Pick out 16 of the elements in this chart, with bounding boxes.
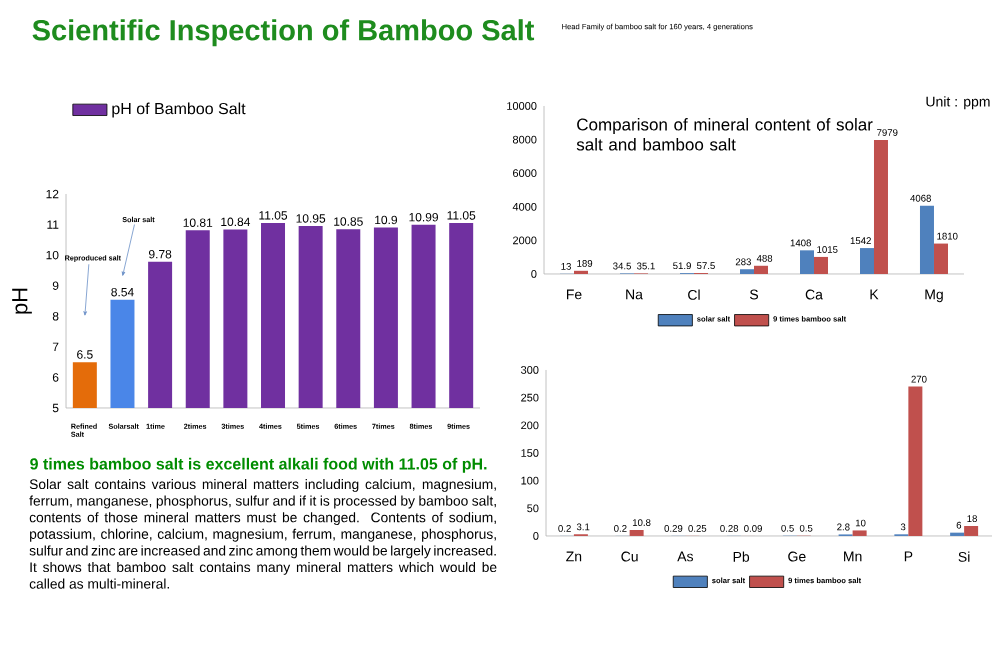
bar (799, 250, 814, 274)
bar (629, 530, 644, 536)
chart-title: Scientific Inspection of Bamboo Salt (32, 19, 535, 47)
bar (933, 243, 948, 274)
y-axis-title: pH (12, 288, 32, 314)
text: 9 times bamboo salt is excellent alkali food with 11.05 of pH. (30, 457, 487, 473)
bar (919, 205, 934, 274)
bar (964, 526, 979, 536)
text: Comparison of mineral content of solar salt and bamboo salt (576, 118, 873, 151)
bar (908, 386, 923, 536)
bar (859, 248, 874, 274)
bar (813, 256, 828, 274)
bar (873, 139, 888, 274)
bar (754, 265, 768, 274)
bar (852, 530, 867, 536)
legend-label: pH of Bamboo Salt (112, 102, 246, 118)
